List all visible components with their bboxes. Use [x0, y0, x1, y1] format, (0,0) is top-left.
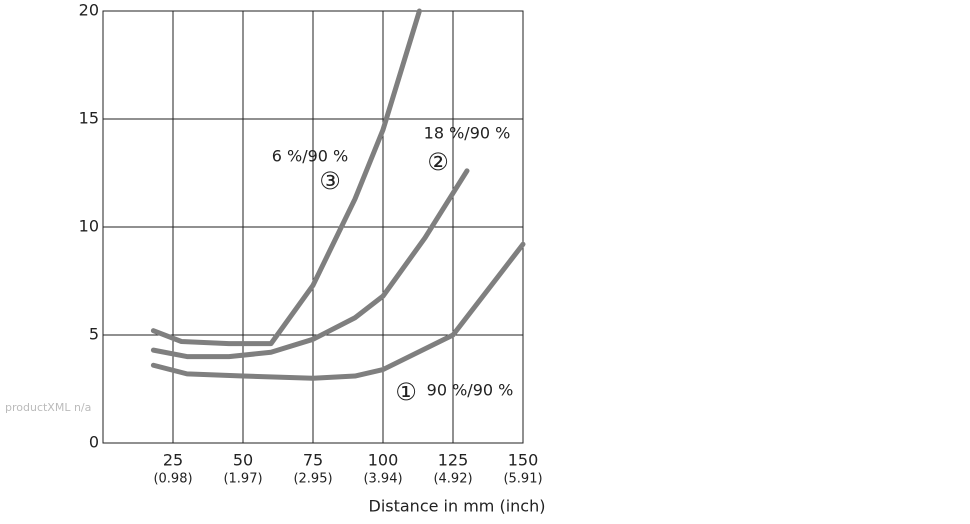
y-tick-label: 20	[79, 1, 99, 20]
x-tick-sublabel: (2.95)	[293, 472, 332, 487]
x-tick-sublabel: (5.91)	[503, 472, 542, 487]
series-label: 6 %/90 %	[272, 147, 349, 166]
x-tick-label: 150	[508, 451, 539, 470]
series-marker: ①	[395, 378, 417, 406]
x-tick-label: 100	[368, 451, 399, 470]
x-tick-sublabel: (0.98)	[153, 472, 192, 487]
x-tick-label: 125	[438, 451, 469, 470]
x-tick-label: 25	[163, 451, 183, 470]
y-tick-label: 10	[79, 217, 99, 236]
x-tick-sublabel: (4.92)	[433, 472, 472, 487]
series-label: 90 %/90 %	[427, 381, 514, 400]
series-line	[150, 168, 470, 360]
y-tick-label: 5	[89, 325, 99, 344]
x-tick-label: 50	[233, 451, 253, 470]
y-tick-label: 15	[79, 109, 99, 128]
series-label: 18 %/90 %	[424, 124, 511, 143]
series-marker: ②	[427, 148, 449, 176]
series-line	[150, 241, 526, 381]
x-tick-sublabel: (3.94)	[363, 472, 402, 487]
watermark: productXML n/a	[5, 401, 91, 414]
x-tick-label: 75	[303, 451, 323, 470]
x-tick-sublabel: (1.97)	[223, 472, 262, 487]
series-line	[150, 8, 422, 347]
y-tick-label: 0	[89, 433, 99, 452]
series-marker: ③	[319, 167, 341, 195]
x-axis-label: Distance in mm (inch)	[369, 497, 546, 516]
